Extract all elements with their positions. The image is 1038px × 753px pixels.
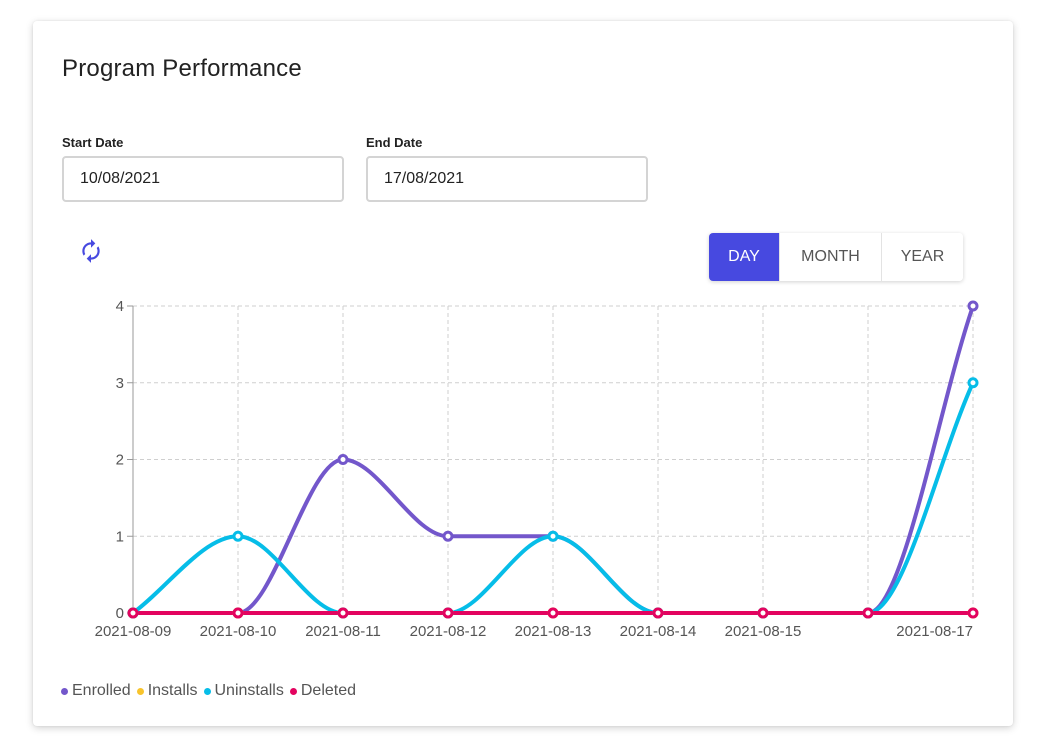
period-month-button[interactable]: MONTH <box>779 233 881 281</box>
data-point-deleted[interactable] <box>652 607 664 619</box>
data-point-uninstalls[interactable] <box>232 530 244 542</box>
x-tick-label: 2021-08-15 <box>725 623 802 640</box>
x-tick-label: 2021-08-13 <box>515 623 592 640</box>
legend-item-installs[interactable]: Installs <box>136 682 198 700</box>
data-point-uninstalls[interactable] <box>967 377 979 389</box>
legend-dot-uninstalls <box>203 687 211 695</box>
data-point-deleted[interactable] <box>862 607 874 619</box>
y-tick-label: 4 <box>116 298 124 315</box>
y-tick-label: 1 <box>116 528 124 545</box>
x-tick-label: 2021-08-17 <box>896 623 973 640</box>
y-tick-label: 2 <box>116 452 124 469</box>
x-tick-label: 2021-08-11 <box>305 623 381 640</box>
legend-dot-installs <box>136 687 144 695</box>
x-tick-label: 2021-08-14 <box>620 623 697 640</box>
legend-item-uninstalls[interactable]: Uninstalls <box>203 682 284 700</box>
x-tick-label: 2021-08-09 <box>95 623 172 640</box>
legend-dot-enrolled <box>61 687 68 695</box>
legend-item-deleted[interactable]: Deleted <box>289 682 357 700</box>
data-point-deleted[interactable] <box>127 607 139 619</box>
card-title: Program Performance <box>62 55 302 82</box>
start-date-input[interactable] <box>62 156 344 202</box>
data-point-uninstalls[interactable] <box>547 530 559 542</box>
chart-legend: Enrolled Installs Uninstalls Deleted <box>61 682 356 700</box>
start-date-label: Start Date <box>62 135 124 150</box>
data-point-enrolled[interactable] <box>442 530 454 542</box>
period-toggle: DAY MONTH YEAR <box>709 233 963 281</box>
x-tick-label: 2021-08-12 <box>410 623 487 640</box>
period-day-button[interactable]: DAY <box>709 233 779 281</box>
period-year-button[interactable]: YEAR <box>881 233 963 281</box>
y-tick-label: 3 <box>116 375 124 392</box>
legend-label-uninstalls: Uninstalls <box>214 682 284 699</box>
data-point-deleted[interactable] <box>967 607 979 619</box>
legend-label-enrolled: Enrolled <box>72 682 131 699</box>
data-point-deleted[interactable] <box>232 607 244 619</box>
y-tick-label: 0 <box>116 605 124 622</box>
data-point-deleted[interactable] <box>757 607 769 619</box>
x-tick-label: 2021-08-10 <box>200 623 277 640</box>
end-date-input[interactable] <box>366 156 648 202</box>
data-point-enrolled[interactable] <box>337 454 349 465</box>
line-chart: 0 1 2 3 4 2021-08-09 2021-08-10 2021-08-11 2021-… <box>95 298 979 640</box>
legend-item-enrolled[interactable]: Enrolled <box>61 682 131 700</box>
legend-label-deleted: Deleted <box>300 682 357 699</box>
data-point-deleted[interactable] <box>442 607 454 619</box>
data-point-enrolled[interactable] <box>967 300 979 312</box>
data-point-deleted[interactable] <box>337 607 349 619</box>
end-date-label: End Date <box>366 135 423 150</box>
legend-dot-deleted <box>289 687 297 695</box>
data-point-deleted[interactable] <box>547 607 559 619</box>
legend-label-installs: Installs <box>147 682 198 699</box>
refresh-icon[interactable] <box>78 238 104 264</box>
performance-card: Program Performance Start Date End Date … <box>33 21 1013 726</box>
